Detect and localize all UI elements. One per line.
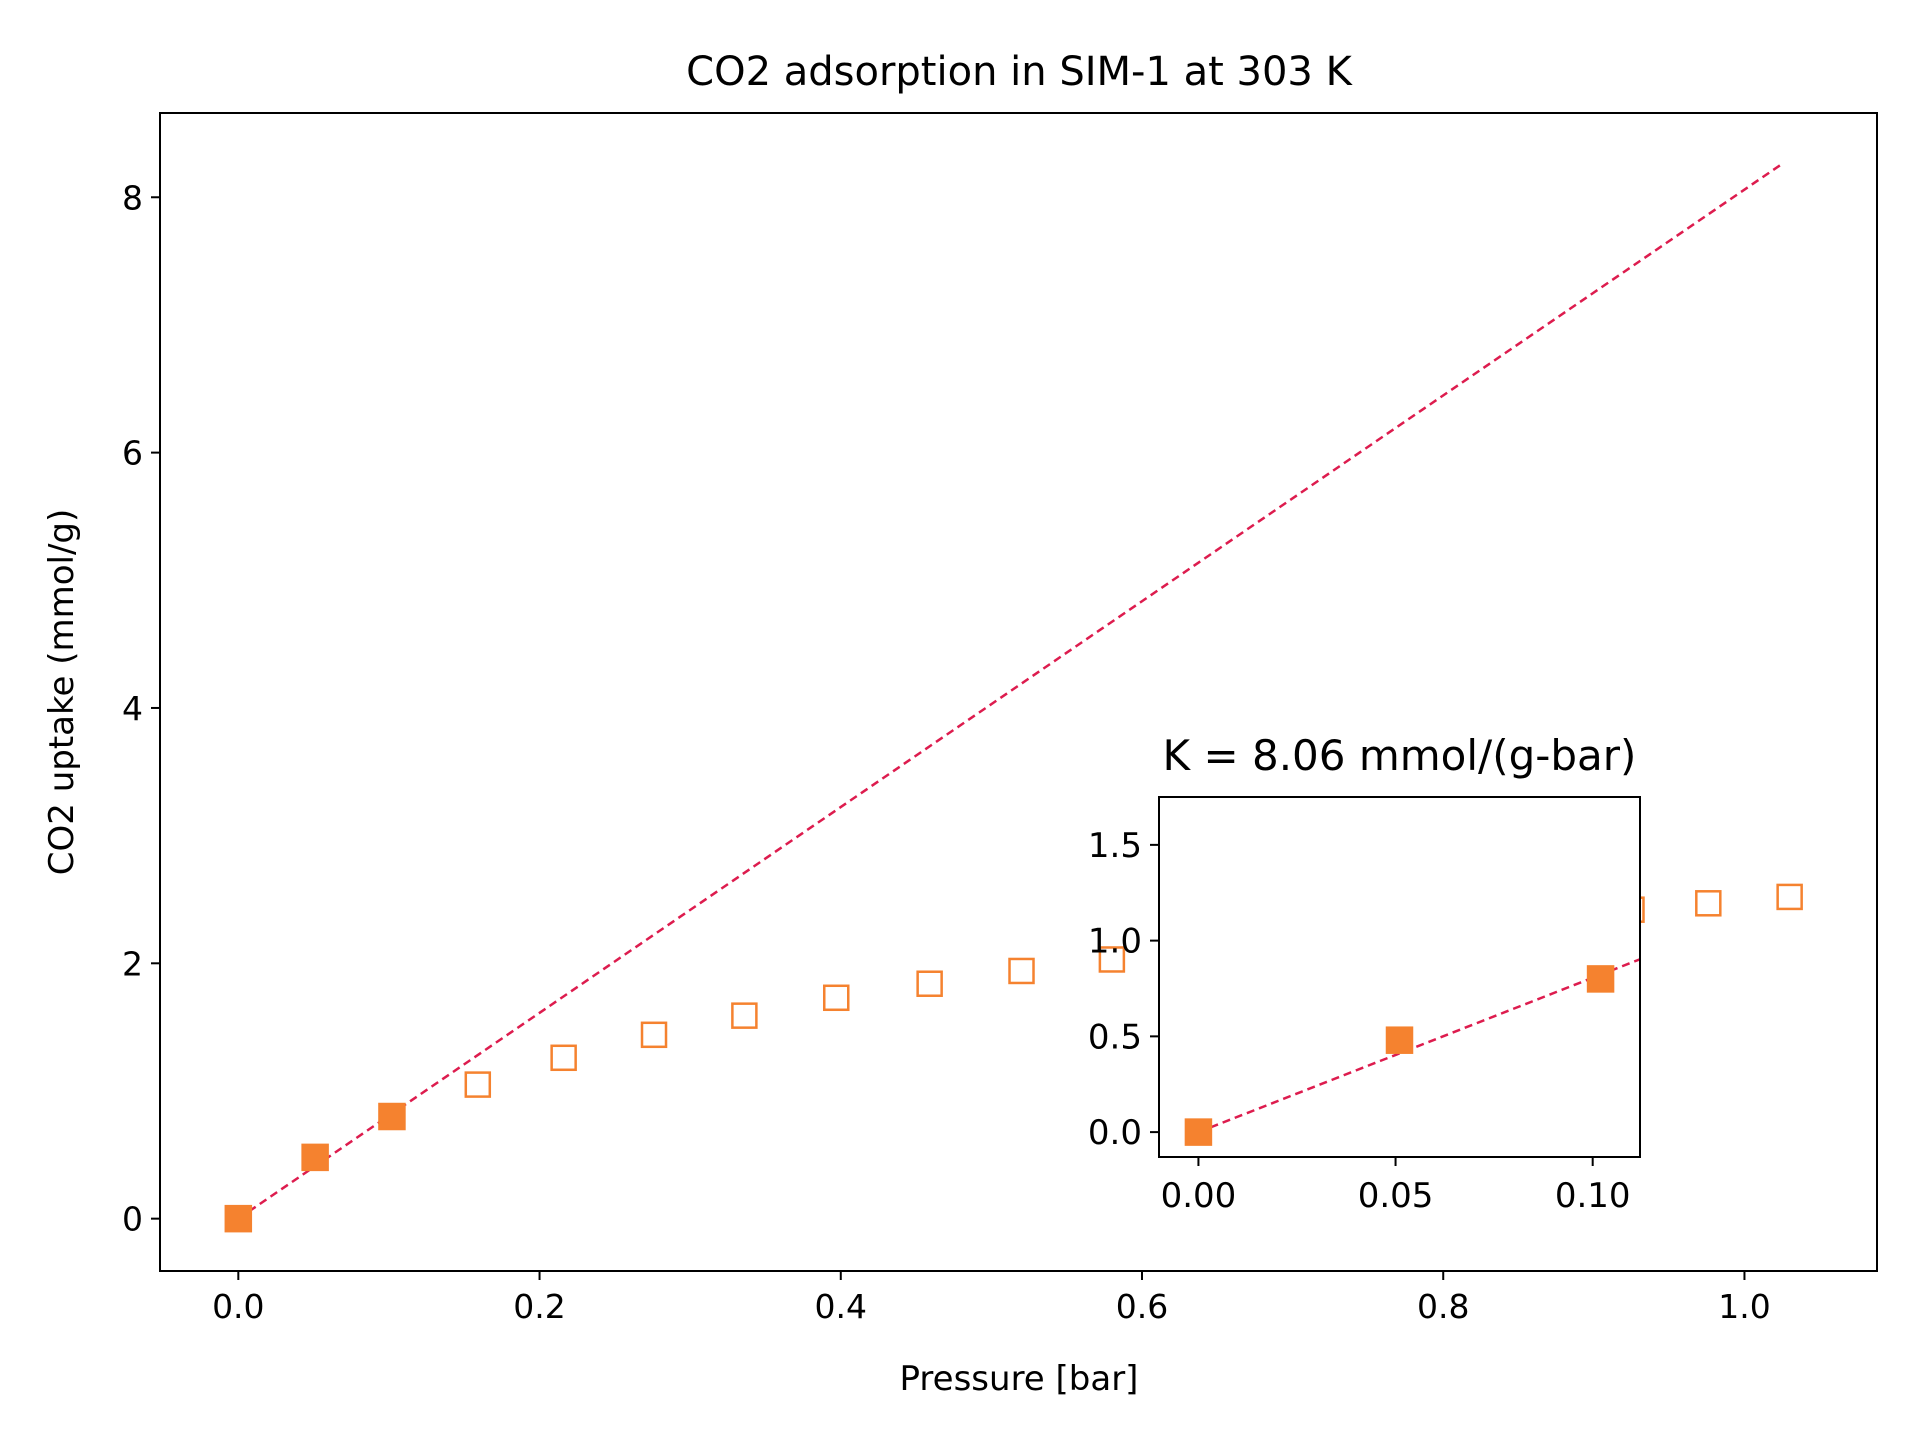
inset-y-tick-label: 0.5	[1088, 1017, 1142, 1057]
data-point-open	[550, 1044, 577, 1072]
main-plot-frame	[159, 112, 1878, 1272]
inset-x-tick-label: 0.00	[1161, 1176, 1237, 1216]
inset-title: K = 8.06 mmol/(g-bar)	[1163, 731, 1637, 780]
x-tick-label: 0.4	[815, 1287, 867, 1326]
inset-data-group	[1184, 958, 1640, 1146]
inset-background	[1159, 797, 1640, 1157]
data-point-open	[823, 984, 850, 1012]
y-tick-label: 2	[122, 944, 143, 983]
data-point-open	[1008, 957, 1035, 985]
inset-plot: K = 8.06 mmol/(g-bar) 0.00 0.05 0.10 0.0 0.5 1…	[1088, 731, 1641, 1216]
inset-y-tick-label: 1.5	[1088, 826, 1142, 866]
inset-x-tick-label: 0.10	[1555, 1176, 1631, 1216]
data-point-filled	[224, 1204, 253, 1233]
data-point-open	[640, 1021, 668, 1049]
x-tick-label: 0.8	[1417, 1287, 1469, 1326]
data-point-open	[1695, 890, 1722, 917]
inset-y-tick-label: 1.0	[1088, 922, 1142, 962]
x-tick-label: 0.2	[513, 1287, 565, 1326]
data-point-open	[731, 1002, 758, 1029]
data-point-open	[1098, 946, 1126, 973]
inset-frame	[1158, 796, 1641, 1158]
x-tick-label: 0.0	[212, 1287, 264, 1326]
y-tick-label: 0	[122, 1200, 143, 1239]
data-point-open	[464, 1071, 492, 1098]
inset-fit-line	[1197, 958, 1640, 1134]
x-tick-label: 1.0	[1718, 1287, 1770, 1326]
data-point-open	[1776, 883, 1803, 911]
inset-data-point	[1586, 965, 1615, 993]
y-tick-label: 6	[122, 434, 143, 473]
data-point-filled	[301, 1143, 329, 1172]
inset-y-tick-label: 0.0	[1088, 1113, 1142, 1153]
inset-data-point	[1184, 1118, 1213, 1146]
data-point-open	[916, 970, 943, 997]
data-point-filled	[378, 1102, 406, 1131]
y-axis-label: CO2 uptake (mmol/g)	[42, 509, 82, 876]
x-tick-label: 0.6	[1116, 1287, 1168, 1326]
chart-title: CO2 adsorption in SIM-1 at 303 K	[686, 49, 1353, 95]
inset-x-tick-label: 0.05	[1358, 1176, 1434, 1216]
y-tick-label: 8	[122, 178, 143, 217]
x-axis-label: Pressure [bar]	[900, 1359, 1139, 1399]
inset-data-point	[1385, 1026, 1414, 1054]
y-tick-label: 4	[122, 689, 143, 728]
